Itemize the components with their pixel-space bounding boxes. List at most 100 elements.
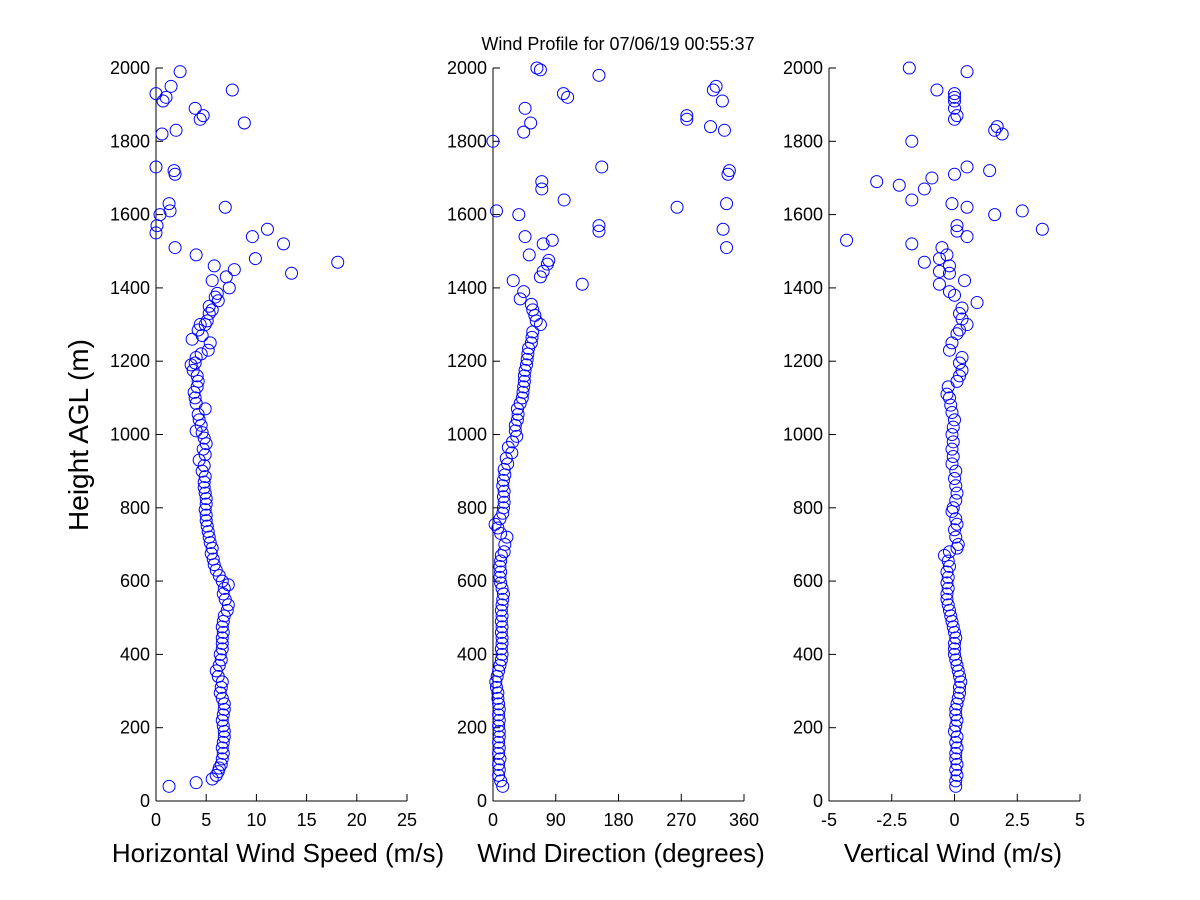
data-point [492,763,506,777]
data-point [493,570,507,584]
data-point [948,94,961,108]
data-point [518,230,532,244]
data-point [149,226,163,240]
data-point [209,768,223,782]
data-point [990,120,1004,134]
data-point [508,424,522,438]
data-point [932,252,946,266]
y-tick-label: 2000 [447,58,487,78]
data-point [941,570,955,584]
data-point [167,164,181,178]
y-tick-label: 2000 [110,58,150,78]
data-point [496,592,510,606]
data-point [492,697,506,711]
x-tick-label: -5 [821,810,837,830]
data-point [486,134,500,148]
data-point [186,363,200,377]
y-tick-label: 400 [457,644,487,664]
data-point [150,219,164,233]
data-point [198,486,212,500]
y-tick-label: 1800 [783,131,823,151]
data-point [557,193,571,207]
data-point [217,581,231,595]
x-tick-label: 2.5 [1005,810,1030,830]
data-point [948,167,961,181]
data-point [950,757,964,771]
data-point [492,768,506,782]
data-point [218,200,232,214]
y-tick-label: 1800 [110,131,150,151]
data-point [948,642,961,656]
x-tick-label: 270 [666,810,696,830]
x-tick-label: 5 [201,810,211,830]
data-point [495,581,509,595]
data-point [535,175,549,189]
data-point [945,504,959,518]
data-point [522,248,536,262]
data-point [524,116,538,130]
data-point [197,431,211,445]
data-point [706,83,720,97]
data-point [491,686,505,700]
data-point [494,625,508,639]
data-point [950,713,964,727]
data-point [194,347,208,361]
data-point [941,380,955,394]
data-point [190,380,204,394]
data-point [942,266,956,280]
data-point [526,303,540,317]
data-point [542,253,556,267]
data-point [218,592,232,606]
data-point [520,352,534,366]
data-point [216,746,230,760]
data-point [492,757,506,771]
data-point [955,301,969,315]
y-tick-label: 200 [120,718,150,738]
data-point [511,407,525,421]
x-tick-label: 360 [729,810,759,830]
data-point [948,471,961,485]
data-point [493,559,507,573]
data-point [942,545,956,559]
data-point [285,266,299,280]
y-tick-label: 2000 [783,58,823,78]
x-tick-label: 0 [488,810,498,830]
data-point [940,387,954,401]
data-point [496,506,510,520]
data-point [940,592,954,606]
data-point [506,274,520,288]
data-point [948,90,961,104]
data-point [953,356,967,370]
data-point [592,68,606,82]
data-point [494,653,508,667]
data-point [592,224,606,238]
data-point [942,391,956,405]
y-tick-label: 600 [793,571,823,591]
data-point [942,559,956,573]
data-point [491,691,505,705]
data-point [940,587,954,601]
data-point [950,730,964,744]
wind-direction-panel: 0 90 180 270 360 0 200 400 600 800 1000 1200 1400 160… [447,58,765,868]
data-point [201,343,215,357]
data-point [704,120,718,134]
data-point [492,730,506,744]
data-point [535,182,549,196]
data-point [533,63,547,77]
data-point [949,479,963,493]
data-point [189,396,203,410]
x-tick-label: 0 [151,810,161,830]
data-point [495,609,509,623]
y-tick-label: 0 [477,791,487,811]
data-point [162,779,176,793]
data-point [949,464,963,478]
data-point [575,277,589,291]
data-point [892,178,906,192]
data-point [215,620,229,634]
data-point [202,307,216,321]
data-point [215,636,229,650]
data-point [945,442,959,456]
data-point [205,303,219,317]
data-point [950,327,964,341]
